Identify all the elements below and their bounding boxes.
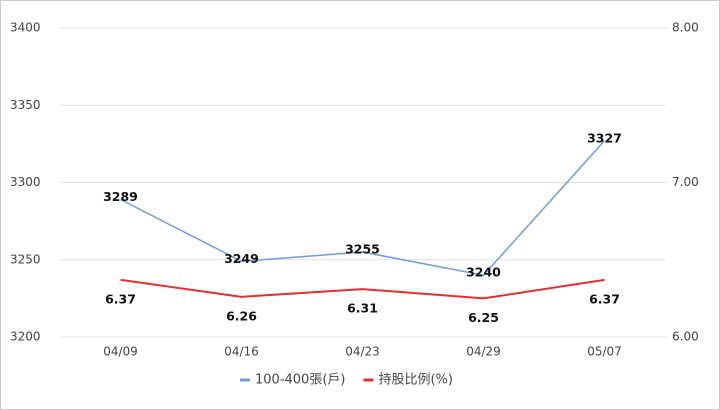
y-tick-label: 3300: [10, 175, 41, 189]
data-label: 3255: [345, 242, 380, 257]
y2-tick-label: 6.00: [672, 330, 699, 344]
data-label: 3249: [224, 251, 259, 266]
data-label: 6.37: [105, 291, 136, 306]
data-label: 6.37: [589, 291, 620, 306]
data-label: 6.26: [226, 308, 257, 323]
series-line: [120, 140, 606, 277]
series-line: [120, 278, 605, 300]
y-tick-label: 3250: [10, 252, 41, 266]
x-tick-label: 05/07: [587, 345, 622, 359]
y-tick-label: 3400: [10, 21, 41, 35]
y2-tick-label: 8.00: [672, 21, 699, 35]
legend-label: 持股比例(%): [378, 373, 453, 388]
data-label: 3240: [466, 265, 501, 280]
legend-label: 100-400張(戶): [255, 373, 345, 388]
y2-tick-label: 7.00: [672, 175, 699, 189]
x-tick-label: 04/09: [103, 345, 138, 359]
x-tick-label: 04/23: [345, 345, 380, 359]
y-tick-label: 3350: [10, 98, 41, 112]
x-tick-label: 04/29: [466, 345, 501, 359]
data-label: 6.25: [468, 310, 499, 325]
x-tick-label: 04/16: [224, 345, 259, 359]
data-label: 3327: [587, 130, 622, 145]
data-label: 3289: [103, 189, 138, 204]
data-label: 6.31: [347, 301, 378, 316]
y-tick-label: 3200: [10, 330, 41, 344]
